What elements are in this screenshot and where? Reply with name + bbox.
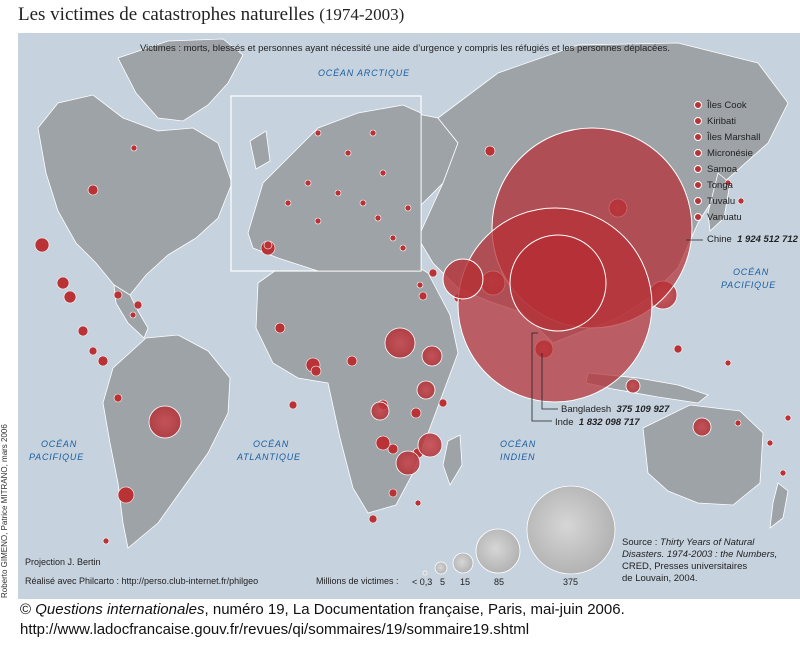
india-name: Inde [555,417,574,428]
ocean-pacific-west-line1: OCÉAN [41,439,78,449]
bangladesh-name: Bangladesh [561,404,612,415]
large-bubbles [442,127,693,403]
copyright-symbol: © [20,601,32,618]
footer-citation: © Questions internationales, numéro 19, … [20,601,625,618]
citation-rest: , numéro 19, La Documentation française,… [204,601,625,618]
source-line2: Disasters. 1974-2003 : the Numbers, [622,549,777,561]
source-line4: de Louvain, 2004. [622,573,698,584]
legend-value-15: 15 [460,577,471,587]
india-label: Inde 1 832 098 717 [555,417,640,428]
china-label: Chine 1 924 512 712 [707,234,798,245]
bangladesh-label: Bangladesh 375 109 927 [561,404,669,415]
island-label-samoa: Samoa [707,164,738,175]
bangladesh-value: 375 109 927 [616,404,670,415]
australia-shape [642,404,764,506]
ocean-indian-line1: OCÉAN [500,439,537,449]
map-subtitle: Victimes : morts, blessés et personnes a… [140,43,670,54]
source-prefix: Source : [622,537,661,548]
ocean-arctic-label: OCÉAN ARCTIQUE [318,68,410,78]
china-name: Chine [707,234,732,245]
title-main: Les victimes de catastrophes naturelles [18,4,315,25]
island-markers [694,101,702,221]
legend-value-375: 375 [563,577,579,587]
bangladesh-bubble [509,234,607,332]
small-dots [34,129,792,545]
legend-circle-5 [434,561,448,575]
publication-name: Questions internationales [35,601,205,618]
island-label-vanuatu: Vanuatu [707,212,742,223]
source-block: Source : Thirty Years of Natural Disaste… [622,537,777,585]
legend-circles [422,485,616,576]
island-label-cook: Îles Cook [707,100,747,111]
source-line1: Source : Thirty Years of Natural [622,537,777,549]
map-title: Les victimes de catastrophes naturelles … [18,4,404,26]
author-credit: Roberto GIMENO, Patrice MITRANO, mars 20… [0,424,9,598]
ocean-pacific-west-line2: PACIFIQUE [29,452,85,462]
legend-circle-15 [452,552,474,574]
source-title-2: Disasters. 1974-2003 : the Numbers, [622,549,778,560]
projection-note: Projection J. Bertin [25,557,101,567]
ocean-pacific-east-line1: OCÉAN [733,267,770,277]
island-label-tuvalu: Tuvalu [707,196,736,207]
legend-value-5: 5 [440,577,446,587]
ocean-atlantic-line2: ATLANTIQUE [237,452,301,462]
ocean-atlantic-line1: OCÉAN [253,439,290,449]
footer-url[interactable]: http://www.ladocfrancaise.gouv.fr/revues… [20,621,530,638]
world-map [18,33,800,599]
map-svg [34,38,792,576]
legend-circle-375 [526,485,616,575]
source-line3: CRED, Presses universitaires [622,561,748,572]
software-note: Réalisé avec Philcarto : http://perso.cl… [25,576,259,586]
africa-shape [255,247,459,514]
europe-inset [230,95,422,272]
legend-title: Millions de victimes : [316,576,399,586]
legend-value-85: 85 [494,577,505,587]
greenland-shape [117,38,244,122]
island-label-kiribati: Kiribati [707,116,737,127]
source-title-1: Thirty Years of Natural [660,537,755,548]
madagascar-shape [442,434,463,486]
island-label-marshall: Îles Marshall [707,132,761,143]
new-zealand-shape [769,482,789,529]
legend-value-03: < 0,3 [412,577,433,587]
ocean-indian-line2: INDIEN [500,452,536,462]
south-america-shape [102,334,231,549]
china-value: 1 924 512 712 [737,234,798,245]
leader-lines [531,239,703,422]
island-label-tonga: Tonga [707,180,733,191]
title-dates: (1974-2003) [319,5,405,24]
central-america-shape [113,284,149,339]
legend-circle-85 [475,528,521,574]
island-label-micronesie: Micronésie [707,148,753,159]
legend-circle-03 [422,570,428,576]
north-america-shape [37,94,233,296]
india-value: 1 832 098 717 [578,417,640,428]
pakistan-bubble [442,258,484,300]
ocean-pacific-east-line2: PACIFIQUE [721,280,777,290]
